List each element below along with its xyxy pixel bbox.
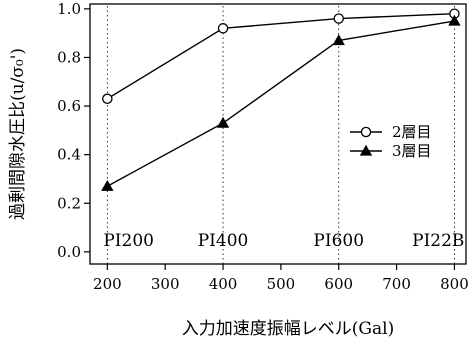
x-tick-label: 800 xyxy=(440,275,469,293)
series-1-point xyxy=(102,93,113,105)
y-tick-label: 0.4 xyxy=(57,146,81,164)
x-tick-label: 200 xyxy=(93,275,122,293)
y-tick-label: 0.0 xyxy=(57,243,81,261)
y-tick-label: 0.2 xyxy=(57,194,81,212)
y-tick-label: 1.0 xyxy=(57,0,81,18)
y-tick-label: 0.8 xyxy=(57,48,81,66)
x-tick-label: 400 xyxy=(209,275,238,293)
point-label-pi600: PI600 xyxy=(313,231,364,251)
legend-label-2: 3層目 xyxy=(392,142,432,160)
x-tick-label: 700 xyxy=(382,275,411,293)
series-layer xyxy=(101,8,461,191)
point-label-pi400: PI400 xyxy=(198,231,249,251)
series-line-1 xyxy=(106,13,455,100)
series-2-point xyxy=(101,180,114,191)
legend-label-1: 2層目 xyxy=(392,123,432,141)
point-label-pi22b: PI22B xyxy=(412,231,464,251)
y-axis: 0.0 0.2 0.4 0.6 0.8 1.0 xyxy=(57,0,90,261)
y-axis-title: 過剰間隙水圧比(u/σ₀') xyxy=(8,48,28,220)
x-tick-label: 500 xyxy=(267,275,296,293)
plot-frame xyxy=(89,3,467,265)
x-axis: 200 300 400 500 600 700 800 xyxy=(93,264,469,293)
x-tick-label: 300 xyxy=(151,275,180,293)
point-label-pi200: PI200 xyxy=(103,231,154,251)
legend-marker-2 xyxy=(359,144,373,156)
legend-marker-1 xyxy=(360,126,372,138)
series-2-point xyxy=(332,34,345,46)
series-2-point xyxy=(448,14,461,26)
series-1-point xyxy=(217,23,229,34)
series-2-point xyxy=(216,116,230,128)
point-labels: PI200 PI400 PI600 PI22B xyxy=(103,231,464,251)
series-1-point xyxy=(333,13,344,24)
x-tick-label: 600 xyxy=(324,275,353,293)
y-tick-label: 0.6 xyxy=(57,97,81,115)
series-line-2 xyxy=(107,20,455,187)
x-axis-title: 入力加速度振幅レベル(Gal) xyxy=(182,319,394,339)
